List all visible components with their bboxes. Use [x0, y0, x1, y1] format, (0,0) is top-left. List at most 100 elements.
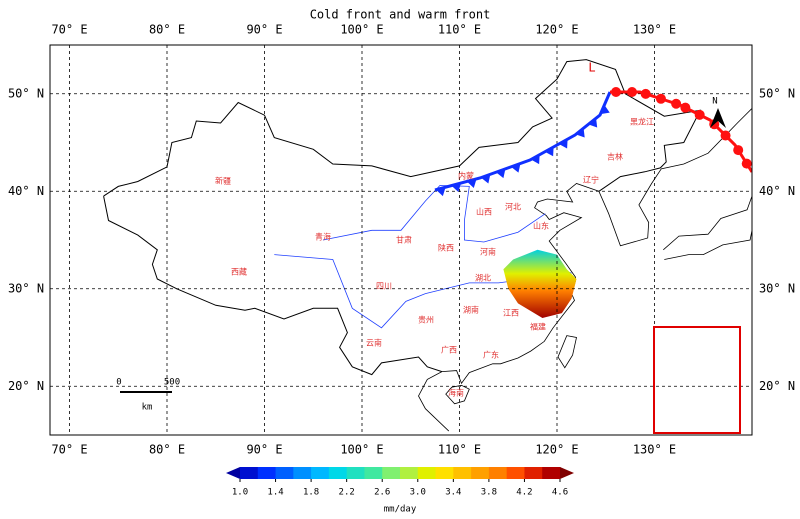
cold-front-symbol	[575, 128, 585, 138]
colorbar-over	[560, 467, 574, 479]
colorbar-segment	[488, 467, 508, 479]
lat-tick-label: 30° N	[759, 281, 795, 295]
colorbar-tick-label: 4.2	[516, 488, 532, 498]
province-label: 湖北	[475, 274, 491, 283]
colorbar-tick-label: 3.0	[410, 488, 426, 498]
lat-tick-label: 20° N	[759, 379, 795, 393]
province-label: 内蒙	[458, 171, 474, 181]
colorbar-segment	[453, 467, 472, 479]
cold-front-symbol	[588, 118, 598, 128]
province-label: 陕西	[438, 243, 454, 253]
low-label: L	[588, 61, 595, 75]
colorbar-unit: mm/day	[384, 505, 417, 515]
warm-front-symbol	[720, 130, 731, 141]
province-label: 云南	[366, 338, 382, 348]
province-label: 江西	[503, 309, 519, 318]
colorbar-segment	[275, 467, 294, 479]
lon-tick-label: 130° E	[633, 443, 676, 457]
colorbar-segment	[293, 467, 312, 479]
province-labels: 黑龙江 吉林 辽宁 内蒙 河北 山西 山东 河南 陕西 甘肃 青海 新疆 西藏 …	[215, 117, 654, 398]
warm-front-symbol	[680, 102, 691, 113]
colorbar-under	[226, 467, 240, 479]
colorbar-tick-label: 1.4	[267, 488, 283, 498]
inset-box	[653, 326, 741, 434]
cold-front-symbol	[600, 104, 610, 115]
warm-front-symbol	[640, 88, 651, 99]
cold-front-symbol	[511, 163, 521, 173]
border	[103, 196, 443, 376]
colorbar-segment	[417, 467, 437, 479]
colorbar-tick-label: 3.8	[481, 488, 497, 498]
scale-end: 500	[164, 378, 180, 388]
coastline	[557, 335, 577, 369]
colorbar-segment	[542, 467, 561, 479]
warm-front-symbol	[741, 158, 752, 169]
province-label: 辽宁	[583, 175, 599, 185]
colorbar-tick-label: 2.6	[374, 488, 390, 498]
province-label: 广东	[483, 350, 499, 360]
province-label: 青海	[315, 232, 331, 242]
lon-tick-label: 100° E	[340, 23, 383, 37]
lat-tick-label: 30° N	[8, 281, 44, 295]
lon-tick-label: 70° E	[51, 443, 87, 457]
colorbar-segment	[240, 467, 259, 479]
river	[322, 184, 546, 243]
warm-front-symbol	[733, 145, 744, 156]
colorbar-segment	[506, 467, 525, 479]
province-label: 广西	[441, 345, 457, 355]
lat-tick-label: 20° N	[8, 379, 44, 393]
colorbar-tick-label: 3.4	[445, 488, 461, 498]
province-label: 新疆	[215, 176, 231, 186]
precipitation-field	[503, 249, 577, 318]
lon-tick-label: 80° E	[149, 23, 185, 37]
cold-front-symbol	[544, 146, 554, 157]
colorbar-segment	[328, 467, 348, 479]
map-layer	[50, 45, 752, 435]
warm-front-symbol	[655, 93, 666, 104]
province-label: 湖南	[463, 305, 479, 315]
province-label: 黑龙江	[630, 117, 654, 127]
colorbar-segment	[400, 467, 419, 479]
lon-tick-label: 70° E	[51, 23, 87, 37]
province-label: 吉林	[607, 152, 623, 162]
border	[103, 59, 702, 197]
province-label: 甘肃	[396, 235, 412, 245]
scale-unit: km	[142, 403, 153, 413]
coastline	[598, 108, 752, 247]
lon-tick-label: 90° E	[246, 443, 282, 457]
lon-tick-label: 80° E	[149, 443, 185, 457]
cold-front-symbol	[435, 187, 446, 197]
province-label: 海南	[448, 388, 464, 398]
warm-front-symbol	[611, 87, 621, 97]
province-label: 河南	[480, 247, 496, 257]
lon-tick-label: 120° E	[535, 443, 578, 457]
scale-start: 0	[116, 378, 121, 388]
cold-front-symbol	[480, 174, 491, 184]
cold-front-symbol	[466, 178, 477, 188]
coastline	[445, 384, 470, 405]
lat-tick-label: 40° N	[8, 184, 44, 198]
province-label: 山东	[533, 221, 549, 231]
colorbar-segment	[311, 467, 330, 479]
north-label: N	[712, 97, 717, 107]
province-label: 山西	[476, 207, 492, 217]
cold-front-symbol	[495, 168, 506, 179]
lat-tick-label: 50° N	[8, 86, 44, 100]
lon-tick-label: 110° E	[438, 23, 481, 37]
province-label: 贵州	[418, 315, 434, 325]
cold-front-symbol	[558, 139, 568, 149]
lon-tick-label: 110° E	[438, 443, 481, 457]
warm-front-symbol	[627, 87, 637, 97]
lon-tick-label: 100° E	[340, 443, 383, 457]
coastline	[663, 195, 752, 251]
coastline	[664, 230, 752, 260]
map-title: Cold front and warm front	[310, 8, 491, 22]
lat-tick-label: 50° N	[759, 86, 795, 100]
colorbar-segment	[524, 467, 543, 479]
province-label: 河北	[505, 202, 521, 212]
colorbar-segment	[346, 467, 365, 479]
province-label: 福建	[530, 322, 546, 332]
colorbar-segment	[382, 467, 401, 479]
cold-front-symbol	[530, 154, 540, 165]
